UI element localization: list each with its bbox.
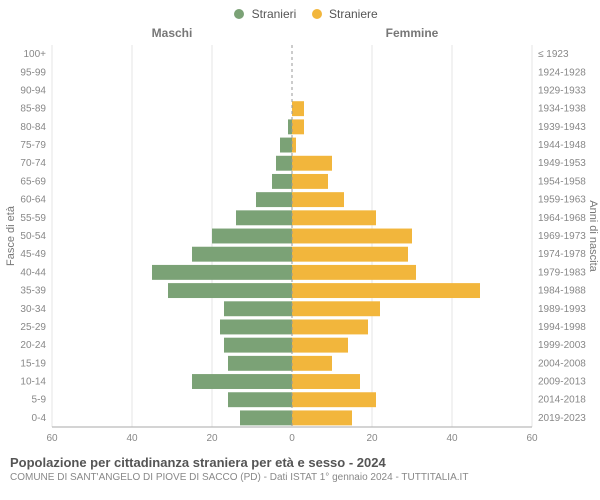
chart-subtitle: COMUNE DI SANT'ANGELO DI PIOVE DI SACCO … [10,472,590,483]
age-label: 80-84 [20,122,46,133]
bar-female [292,174,328,189]
col-header-male: Maschi [152,26,193,40]
age-label: 85-89 [20,103,46,114]
chart-title: Popolazione per cittadinanza straniera p… [10,455,590,470]
x-tick: 40 [126,433,138,444]
age-label: 5-9 [32,395,47,406]
bar-male [228,392,292,407]
bar-female [292,228,412,243]
bar-male [212,228,292,243]
bar-male [236,210,292,225]
birth-year-label: 1949-1953 [538,158,586,169]
age-label: 25-29 [20,322,46,333]
col-header-female: Femmine [386,26,439,40]
bar-male [256,192,292,207]
age-label: 15-19 [20,358,46,369]
birth-year-label: 2014-2018 [538,395,586,406]
bar-female [292,119,304,134]
birth-year-label: 1969-1973 [538,231,586,242]
bar-female [292,247,408,262]
birth-year-label: ≤ 1923 [538,49,569,60]
birth-year-label: 1939-1943 [538,122,586,133]
bar-male [224,338,292,353]
bar-male [280,137,292,152]
y-axis-left-title: Fasce di età [5,205,17,266]
legend-label-male: Stranieri [252,7,297,21]
bar-female [292,392,376,407]
bar-female [292,356,332,371]
bar-female [292,283,480,298]
birth-year-label: 1994-1998 [538,322,586,333]
x-tick: 60 [46,433,58,444]
age-label: 20-24 [20,340,46,351]
birth-year-label: 1944-1948 [538,140,586,151]
bar-male [220,319,292,334]
birth-year-label: 1964-1968 [538,213,586,224]
x-tick: 60 [526,433,538,444]
age-label: 70-74 [20,158,46,169]
birth-year-label: 1979-1983 [538,267,586,278]
bar-male [224,301,292,316]
birth-year-label: 1929-1933 [538,85,586,96]
x-tick: 0 [289,433,295,444]
birth-year-label: 1959-1963 [538,194,586,205]
bar-female [292,410,352,425]
bar-male [168,283,292,298]
pyramid-chart: Maschi Femmine 100+ ≤ 1923 95-99 1924-1928 90-… [0,21,600,451]
bar-female [292,192,344,207]
age-label: 0-4 [32,413,47,424]
birth-year-label: 2004-2008 [538,358,586,369]
legend-swatch-female [312,9,322,19]
age-label: 65-69 [20,176,46,187]
bar-female [292,374,360,389]
bar-female [292,301,380,316]
birth-year-label: 1954-1958 [538,176,586,187]
bar-female [292,137,296,152]
bar-female [292,319,368,334]
age-label: 95-99 [20,67,46,78]
age-label: 100+ [23,49,46,60]
x-tick: 40 [446,433,458,444]
bar-female [292,338,348,353]
age-label: 90-94 [20,85,46,96]
chart-footer: Popolazione per cittadinanza straniera p… [0,451,600,483]
bar-male [152,265,292,280]
age-label: 75-79 [20,140,46,151]
chart-legend: Stranieri Straniere [0,0,600,21]
bar-male [276,156,292,171]
birth-year-label: 2009-2013 [538,376,586,387]
bar-male [192,374,292,389]
birth-year-label: 1934-1938 [538,103,586,114]
bar-male [240,410,292,425]
birth-year-label: 1924-1928 [538,67,586,78]
bar-male [272,174,292,189]
y-axis-right-title: Anni di nascita [587,200,599,272]
age-label: 60-64 [20,194,46,205]
birth-year-label: 1989-1993 [538,304,586,315]
birth-year-label: 1984-1988 [538,285,586,296]
bar-male [228,356,292,371]
legend-swatch-male [234,9,244,19]
bar-female [292,265,416,280]
bar-female [292,156,332,171]
x-tick: 20 [206,433,218,444]
age-label: 45-49 [20,249,46,260]
birth-year-label: 2019-2023 [538,413,586,424]
age-label: 40-44 [20,267,46,278]
x-tick: 20 [366,433,378,444]
bar-male [192,247,292,262]
age-label: 55-59 [20,213,46,224]
legend-label-female: Straniere [329,7,378,21]
age-label: 30-34 [20,304,46,315]
pyramid-svg: Maschi Femmine 100+ ≤ 1923 95-99 1924-1928 90-… [0,21,600,451]
age-label: 35-39 [20,285,46,296]
bar-female [292,210,376,225]
bar-male [288,119,292,134]
bar-female [292,101,304,116]
birth-year-label: 1974-1978 [538,249,586,260]
age-label: 10-14 [20,376,46,387]
birth-year-label: 1999-2003 [538,340,586,351]
age-label: 50-54 [20,231,46,242]
